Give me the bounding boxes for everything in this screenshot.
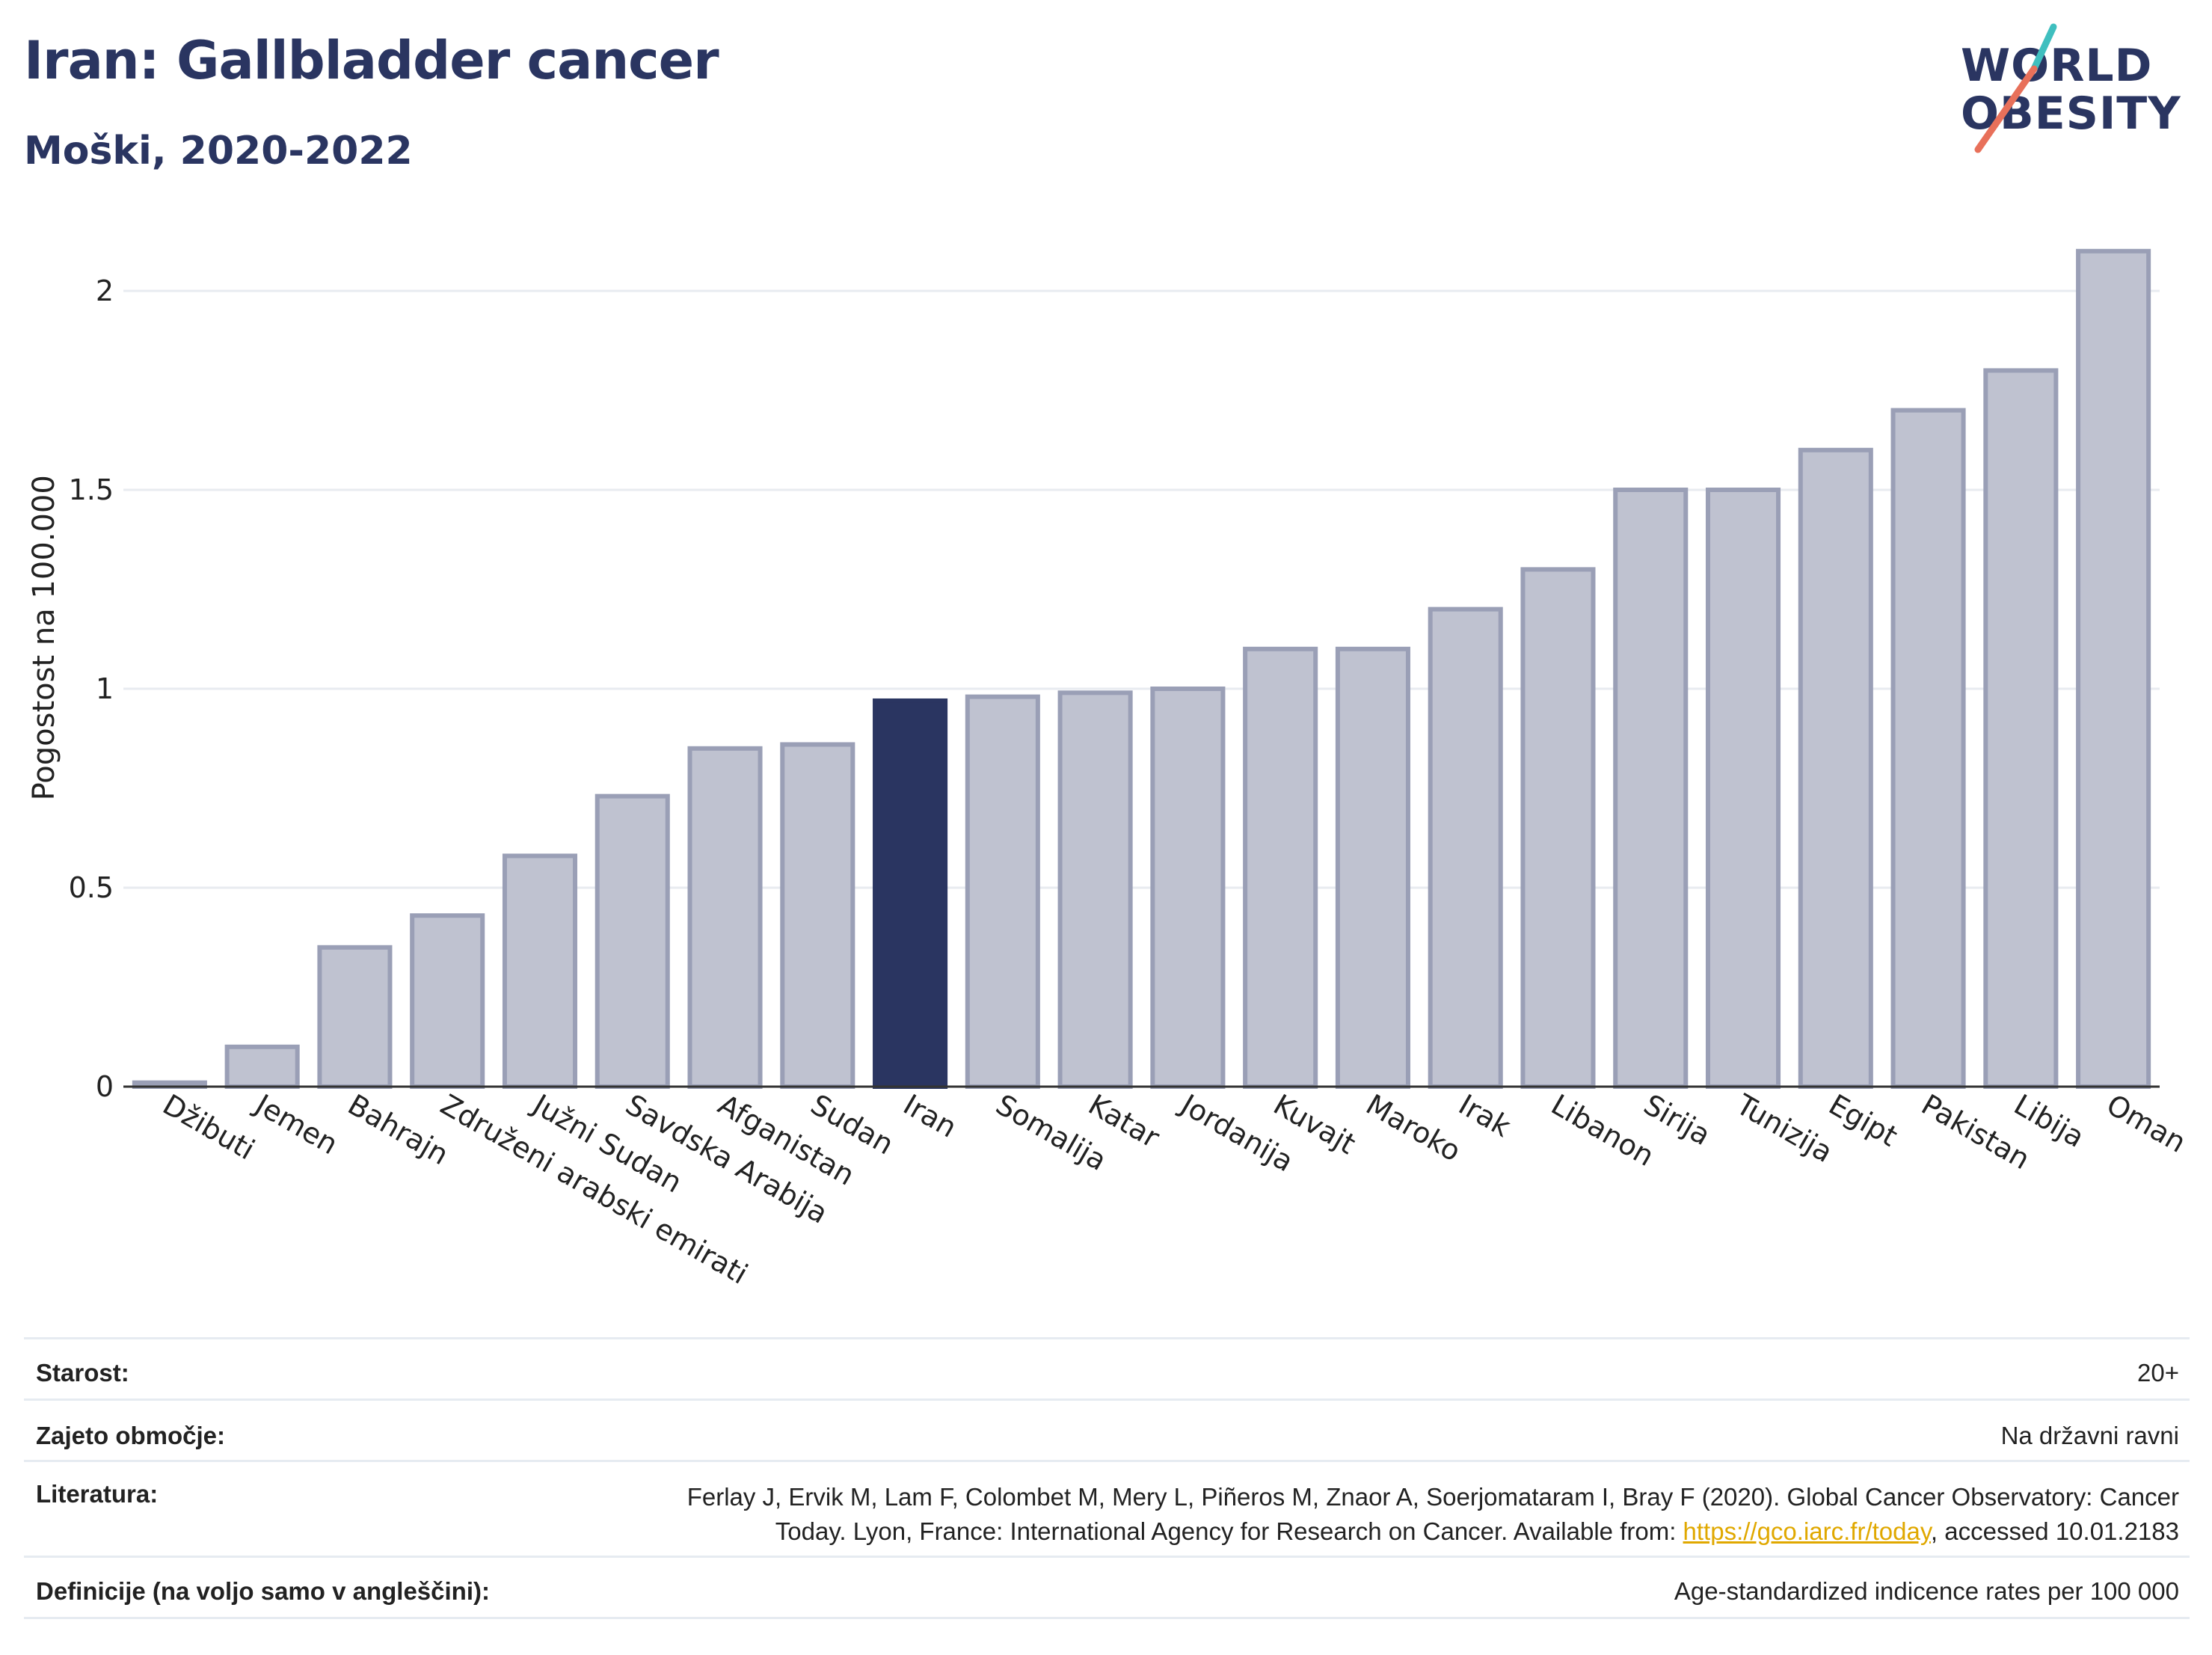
reference-value: Ferlay J, Ervik M, Lam F, Colombet M, Me… bbox=[687, 1480, 2179, 1549]
definitions-label: Definicije (na voljo samo v angleščini): bbox=[36, 1577, 490, 1605]
reference-line-2-pre: Today. Lyon, France: International Agenc… bbox=[775, 1517, 1683, 1545]
bar bbox=[1983, 368, 2059, 1089]
bar bbox=[2076, 248, 2151, 1089]
x-tick-label: Iran bbox=[898, 1088, 962, 1144]
bar bbox=[1613, 488, 1689, 1089]
x-tick-label: Bahrajn bbox=[342, 1088, 454, 1172]
bar bbox=[780, 742, 855, 1089]
y-axis-title: Pogostost na 100.000 bbox=[27, 475, 61, 800]
y-tick-label: 0.5 bbox=[69, 871, 114, 904]
bar bbox=[317, 945, 393, 1090]
coverage-label: Zajeto območje: bbox=[36, 1422, 226, 1449]
bar bbox=[595, 793, 670, 1089]
x-tick-label: Tunizija bbox=[1730, 1087, 1839, 1169]
details-row-definitions: Definicije (na voljo samo v angleščini):… bbox=[24, 1556, 2190, 1619]
reference-label: Literatura: bbox=[36, 1480, 159, 1508]
definitions-value: Age-standardized indicence rates per 100… bbox=[1674, 1577, 2179, 1605]
reference-link[interactable]: https://gco.iarc.fr/today bbox=[1683, 1517, 1931, 1545]
details-row-reference: Literatura: Ferlay J, Ervik M, Lam F, Co… bbox=[24, 1460, 2190, 1558]
bar bbox=[1890, 408, 1966, 1089]
world-obesity-logo: WORLD OBESITY bbox=[1952, 22, 2199, 157]
bar bbox=[873, 698, 948, 1089]
y-tick-label: 1.5 bbox=[69, 473, 114, 506]
y-tick-label: 1 bbox=[96, 672, 114, 705]
details-row-coverage: Zajeto območje: Na državni ravni bbox=[24, 1398, 2190, 1462]
age-value: 20+ bbox=[2137, 1359, 2179, 1387]
details-bottom-border bbox=[24, 1617, 2190, 1619]
bar bbox=[965, 694, 1040, 1089]
reference-line-2-post: , accessed 10.01.2183 bbox=[1930, 1517, 2179, 1545]
x-tick-label: Maroko bbox=[1360, 1088, 1466, 1168]
x-tick-label: Džibuti bbox=[157, 1088, 260, 1167]
bar bbox=[1335, 646, 1410, 1089]
details-row-age: Starost: 20+ bbox=[24, 1337, 2190, 1401]
y-tick-label: 0 bbox=[96, 1070, 114, 1103]
bar bbox=[1798, 447, 1873, 1089]
logo-line-1: WORLD bbox=[1961, 40, 2153, 92]
bar bbox=[687, 746, 763, 1089]
logo-slash-icon bbox=[1974, 23, 2057, 153]
bar bbox=[1520, 567, 1596, 1089]
bar-chart: 0 0.5 1 1.5 2 Pogostost na 100.000 DžibutiJeme… bbox=[27, 248, 2192, 1291]
bar bbox=[1057, 690, 1133, 1089]
x-tick-label: Oman bbox=[2101, 1088, 2192, 1159]
coverage-value: Na državni ravni bbox=[2000, 1422, 2179, 1449]
x-tick-label: Irak bbox=[1453, 1088, 1516, 1143]
x-tick-label: Jemen bbox=[248, 1087, 343, 1161]
bar bbox=[410, 913, 485, 1089]
page-subtitle: Moški, 2020-2022 bbox=[24, 129, 413, 174]
bar bbox=[224, 1044, 300, 1090]
age-label: Starost: bbox=[36, 1359, 129, 1387]
x-tick-label: Libanon bbox=[1546, 1088, 1659, 1173]
bar bbox=[502, 853, 578, 1089]
reference-line-1: Ferlay J, Ervik M, Lam F, Colombet M, Me… bbox=[686, 1483, 2179, 1511]
page-title: Iran: Gallbladder cancer bbox=[24, 30, 719, 91]
bar bbox=[1705, 488, 1781, 1089]
bar bbox=[1150, 687, 1226, 1089]
y-tick-label: 2 bbox=[96, 274, 114, 307]
logo-line-2: OBESITY bbox=[1961, 87, 2181, 140]
bar bbox=[1243, 646, 1318, 1089]
bar bbox=[1428, 607, 1503, 1089]
